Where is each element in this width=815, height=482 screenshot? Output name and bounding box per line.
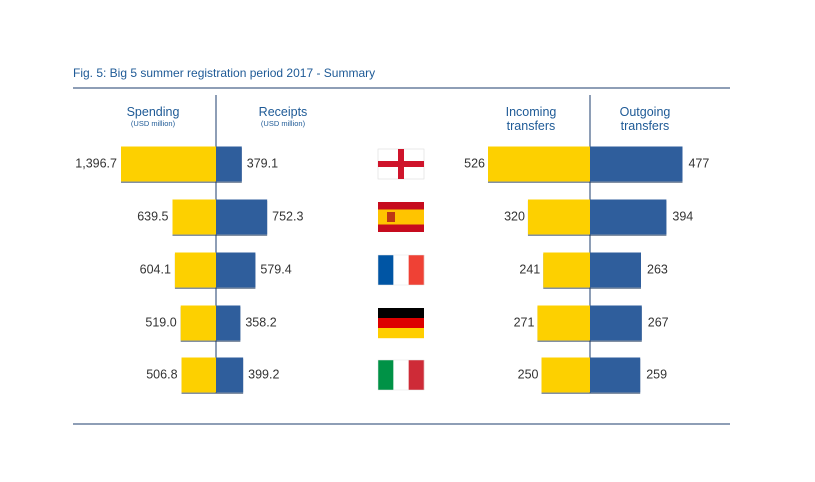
flag-stripe bbox=[378, 360, 394, 390]
incoming-bar bbox=[527, 199, 590, 235]
spending-header: Spending (USD million) bbox=[106, 105, 200, 129]
germany-flag-icon bbox=[378, 308, 424, 339]
receipts-bar bbox=[216, 199, 268, 235]
incoming-bar bbox=[537, 305, 590, 341]
outgoing-value-label: 259 bbox=[646, 367, 667, 381]
spending-value-label: 519.0 bbox=[145, 315, 176, 329]
outgoing-value-label: 477 bbox=[688, 156, 709, 170]
outgoing-bar bbox=[590, 357, 641, 393]
flag-border bbox=[377, 359, 425, 391]
receipts-value-label: 579.4 bbox=[260, 262, 291, 276]
flag-emblem bbox=[387, 212, 395, 222]
receipts-header: Receipts (USD million) bbox=[236, 105, 330, 129]
incoming-header-line-2: transfers bbox=[506, 119, 556, 134]
spending-bar bbox=[174, 252, 216, 288]
receipts-value-label: 399.2 bbox=[248, 367, 279, 381]
receipts-value-label: 379.1 bbox=[247, 156, 278, 170]
chart-title: Fig. 5: Big 5 summer registration period… bbox=[73, 66, 376, 80]
receipts-header-unit: (USD million) bbox=[260, 119, 306, 129]
outgoing-header-line-1: Outgoing bbox=[619, 105, 671, 119]
incoming-value-label: 250 bbox=[518, 367, 539, 381]
flag-stripe bbox=[393, 360, 409, 390]
flag-stripe bbox=[378, 255, 394, 285]
flag-stripe bbox=[378, 328, 424, 339]
spending-value-label: 604.1 bbox=[140, 262, 171, 276]
outgoing-bar bbox=[590, 252, 641, 288]
outgoing-bar bbox=[590, 305, 642, 341]
receipts-bar bbox=[216, 357, 244, 393]
flag-stripe bbox=[378, 308, 424, 319]
spain-flag-icon bbox=[378, 202, 424, 232]
outgoing-header: Outgoing transfers bbox=[598, 105, 692, 134]
receipts-bar bbox=[216, 252, 256, 288]
incoming-value-label: 241 bbox=[519, 262, 540, 276]
flag-stripe bbox=[393, 255, 409, 285]
outgoing-value-label: 263 bbox=[647, 262, 668, 276]
flag-stripe bbox=[378, 209, 424, 225]
receipts-value-label: 752.3 bbox=[272, 209, 303, 223]
spending-header-unit: (USD million) bbox=[130, 119, 176, 129]
outgoing-bar bbox=[590, 146, 683, 182]
incoming-header: Incoming transfers bbox=[484, 105, 578, 134]
receipts-header-label: Receipts bbox=[258, 105, 308, 119]
flag-stripe bbox=[378, 318, 424, 329]
incoming-bar bbox=[543, 252, 590, 288]
spending-bar bbox=[180, 305, 216, 341]
spending-value-label: 639.5 bbox=[137, 209, 168, 223]
receipts-value-label: 358.2 bbox=[245, 315, 276, 329]
flag-stripe bbox=[408, 255, 425, 285]
outgoing-bar bbox=[590, 199, 667, 235]
italy-flag-icon bbox=[377, 359, 425, 391]
incoming-bar bbox=[488, 146, 590, 182]
flag-stripe bbox=[408, 360, 425, 390]
spending-bar bbox=[172, 199, 216, 235]
england-flag-icon bbox=[377, 148, 425, 180]
spending-bar bbox=[181, 357, 216, 393]
france-flag-icon bbox=[377, 254, 425, 286]
incoming-value-label: 320 bbox=[504, 209, 525, 223]
flag-border bbox=[377, 254, 425, 286]
outgoing-value-label: 267 bbox=[648, 315, 669, 329]
incoming-value-label: 526 bbox=[464, 156, 485, 170]
flag-cross-vertical bbox=[398, 149, 404, 179]
incoming-header-line-1: Incoming bbox=[505, 105, 557, 119]
chart-marks: 1,396.7 639.5 604.1 519.0 506.8 379.1 752.3 579… bbox=[75, 146, 709, 394]
spending-header-label: Spending bbox=[126, 105, 180, 119]
receipts-bar bbox=[216, 146, 242, 182]
spending-bar bbox=[121, 146, 216, 182]
incoming-value-label: 271 bbox=[514, 315, 535, 329]
spending-value-label: 1,396.7 bbox=[75, 156, 117, 170]
receipts-bar bbox=[216, 305, 241, 341]
outgoing-header-line-2: transfers bbox=[620, 119, 670, 134]
spending-value-label: 506.8 bbox=[146, 367, 177, 381]
outgoing-value-label: 394 bbox=[672, 209, 693, 223]
incoming-bar bbox=[541, 357, 590, 393]
